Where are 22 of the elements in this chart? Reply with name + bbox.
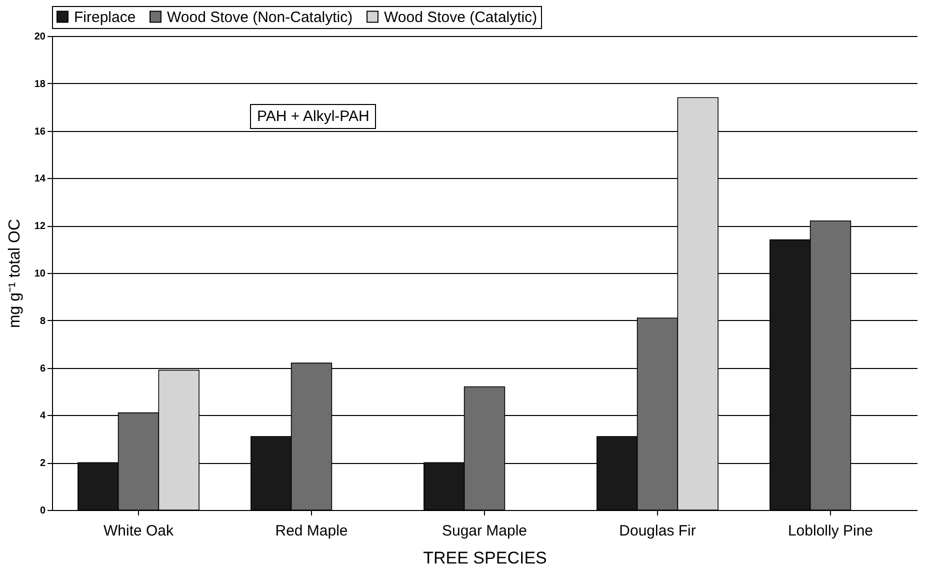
y-tick-label: 20 <box>34 32 46 42</box>
x-tick-label: Red Maple <box>275 522 348 540</box>
x-tick-label: White Oak <box>103 522 174 540</box>
y-tick-label: 2 <box>40 458 46 470</box>
y-tick-label: 14 <box>34 174 46 185</box>
x-axis-title: TREE SPECIES <box>423 548 547 568</box>
annotation: PAH + Alkyl-PAH <box>250 104 376 129</box>
y-tick-label: 12 <box>34 221 46 232</box>
y-axis-title: mg g⁻¹ total OC <box>6 218 24 328</box>
legend-label: Fireplace <box>74 8 136 26</box>
x-tick-label: Loblolly Pine <box>788 522 874 540</box>
x-tick-label: Sugar Maple <box>442 522 528 540</box>
y-tick-label: 18 <box>34 78 46 90</box>
y-tick-label: 6 <box>40 363 46 374</box>
y-tick-label: 8 <box>40 316 46 327</box>
y-tick-label: 4 <box>40 410 46 422</box>
y-tick-label: 10 <box>34 268 46 280</box>
legend-label: Wood Stove (Catalytic) <box>384 8 538 26</box>
y-tick-label: 16 <box>34 126 46 138</box>
x-tick-label: Douglas Fir <box>619 522 696 540</box>
y-tick-label: 0 <box>40 506 46 516</box>
legend-label: Wood Stove (Non-Catalytic) <box>167 8 353 26</box>
